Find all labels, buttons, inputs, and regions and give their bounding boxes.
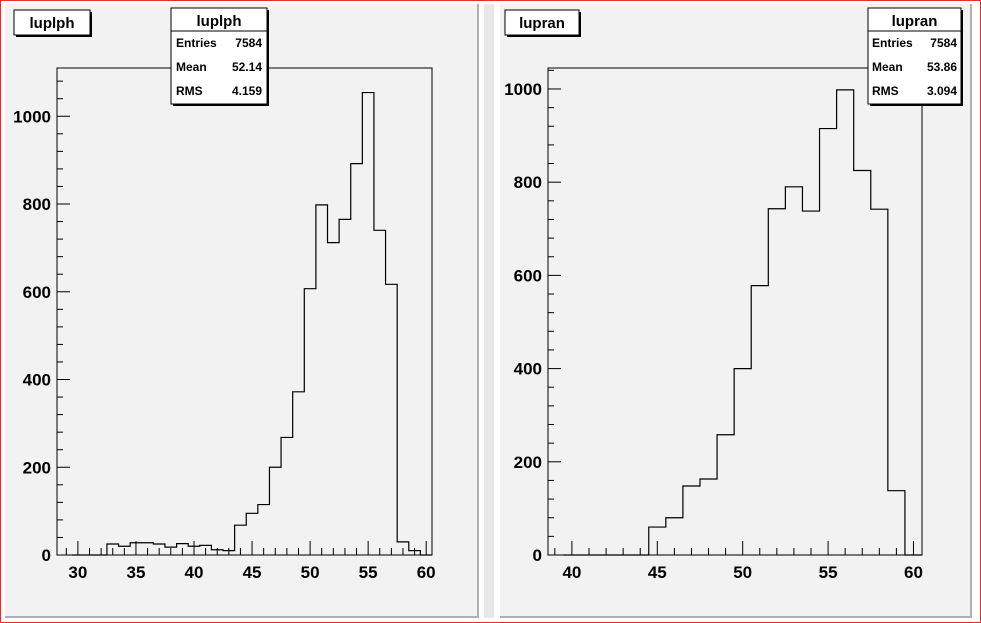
y-tick-label: 1000 <box>504 80 542 99</box>
histogram-bin <box>362 93 374 555</box>
y-tick-label: 400 <box>514 360 542 379</box>
histogram-bin <box>304 289 316 555</box>
histogram-bin <box>316 205 328 555</box>
title-box[interactable] <box>13 9 91 36</box>
stats-value: 3.094 <box>927 84 957 98</box>
histogram-bin <box>854 171 871 555</box>
pad-right[interactable] <box>500 4 972 618</box>
x-tick-label: 45 <box>243 563 262 582</box>
x-tick-label: 30 <box>68 563 87 582</box>
histogram-bin <box>717 435 734 555</box>
x-tick-label: 50 <box>301 563 320 582</box>
histogram-line <box>72 91 432 556</box>
stats-title: luplph <box>197 13 242 30</box>
histogram-bin <box>339 219 351 555</box>
x-tick-label: 45 <box>648 563 667 582</box>
stats-label: Entries <box>176 36 217 50</box>
x-tick-label: 55 <box>819 563 838 582</box>
y-tick-label: 1000 <box>13 107 51 126</box>
histogram-bin <box>751 286 768 555</box>
histogram-bin <box>802 211 819 555</box>
histogram-bin <box>820 129 837 555</box>
y-tick-label: 600 <box>23 283 51 302</box>
stats-value: 53.86 <box>927 60 957 74</box>
histogram-bin <box>837 90 854 555</box>
histogram-bin <box>281 437 293 555</box>
histogram-line <box>563 89 922 556</box>
stats-label: RMS <box>176 84 203 98</box>
stats-value: 7584 <box>930 36 957 50</box>
histogram-bin <box>386 284 398 555</box>
x-tick-label: 40 <box>185 563 204 582</box>
histogram-bin <box>351 164 363 555</box>
y-tick-label: 600 <box>514 266 542 285</box>
title-box[interactable] <box>504 9 580 36</box>
x-tick-label: 55 <box>359 563 378 582</box>
stats-label: Mean <box>872 60 903 74</box>
histogram-bin <box>328 243 340 555</box>
x-tick-label: 35 <box>126 563 145 582</box>
stats-box[interactable] <box>170 7 268 105</box>
x-tick-label: 60 <box>904 563 923 582</box>
y-tick-label: 800 <box>514 173 542 192</box>
y-tick-label: 0 <box>42 546 51 565</box>
y-tick-label: 200 <box>23 458 51 477</box>
histogram-bin <box>768 209 785 555</box>
y-tick-label: 0 <box>533 546 542 565</box>
histogram-bin <box>871 209 888 555</box>
histogram-bin <box>700 479 717 555</box>
histogram-bin <box>683 486 700 555</box>
histogram-bin <box>734 369 751 555</box>
x-tick-label: 60 <box>417 563 436 582</box>
stats-value: 4.159 <box>232 84 262 98</box>
stats-label: Mean <box>176 60 207 74</box>
y-tick-label: 200 <box>514 453 542 472</box>
chart-title: lupran <box>519 15 565 32</box>
histogram-bin <box>258 505 270 555</box>
stats-value: 7584 <box>235 36 262 50</box>
stats-box[interactable] <box>867 7 962 105</box>
plot-frame <box>547 67 923 556</box>
chart-title: luplph <box>30 15 75 32</box>
histogram-bin <box>293 392 305 555</box>
stats-value: 52.14 <box>232 60 262 74</box>
x-tick-label: 40 <box>562 563 581 582</box>
y-tick-label: 800 <box>23 195 51 214</box>
histogram-bin <box>269 467 281 555</box>
histogram-bin <box>374 230 386 555</box>
histogram-bin <box>785 187 802 555</box>
y-tick-label: 400 <box>23 371 51 390</box>
pad-separator <box>484 4 494 618</box>
x-tick-label: 50 <box>733 563 752 582</box>
histogram-bin <box>888 491 905 555</box>
pad-left[interactable] <box>5 4 479 618</box>
stats-title: lupran <box>892 13 938 30</box>
stats-label: Entries <box>872 36 913 50</box>
stats-label: RMS <box>872 84 899 98</box>
